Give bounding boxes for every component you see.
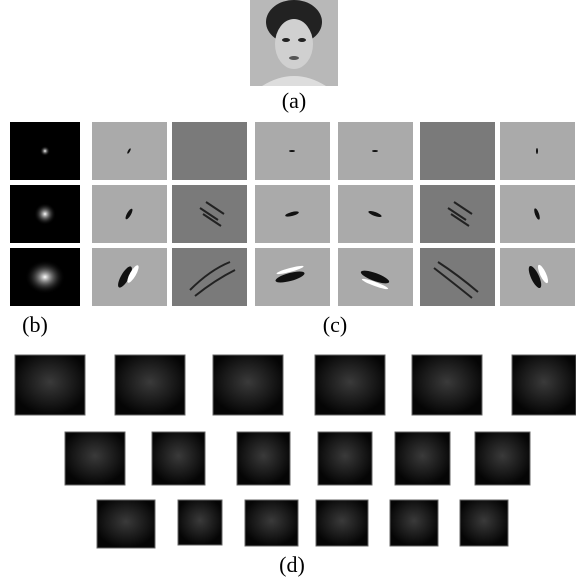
filtered-faces xyxy=(15,355,576,548)
figure: (a) xyxy=(0,0,576,585)
label-b: (b) xyxy=(22,312,48,337)
label-d: (d) xyxy=(279,552,305,577)
gaussian-kernels xyxy=(10,122,80,306)
label-a: (a) xyxy=(282,88,306,113)
label-c: (c) xyxy=(323,312,347,337)
gabor-kernels xyxy=(92,122,575,306)
photo xyxy=(250,0,338,86)
